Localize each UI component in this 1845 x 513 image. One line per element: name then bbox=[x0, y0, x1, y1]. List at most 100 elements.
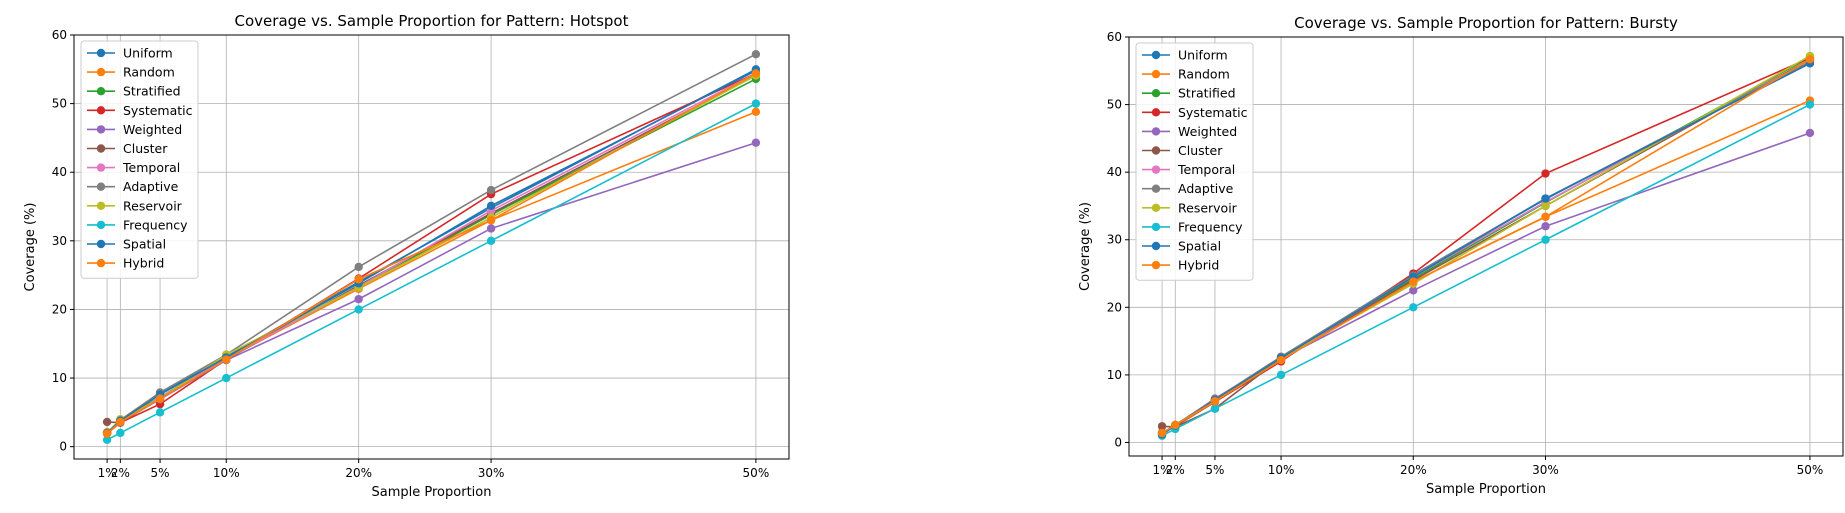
y-tick-label: 30 bbox=[1107, 233, 1122, 247]
x-tick-label: 20% bbox=[1400, 463, 1427, 477]
series-line-adaptive bbox=[106, 53, 757, 434]
x-tick-label: 2% bbox=[111, 466, 130, 480]
point-frequency bbox=[354, 305, 363, 314]
point-frequency bbox=[1541, 235, 1550, 244]
series-group bbox=[102, 50, 761, 444]
y-tick-label: 50 bbox=[52, 97, 67, 111]
legend-swatch-marker bbox=[96, 258, 106, 268]
legend-swatch-marker bbox=[1151, 89, 1161, 98]
point-frequency bbox=[116, 428, 125, 438]
legend-swatch-marker bbox=[1151, 146, 1161, 155]
point-hybrid bbox=[354, 275, 363, 284]
point-frequency bbox=[1276, 370, 1286, 380]
point-hybrid bbox=[1409, 277, 1418, 286]
point-hybrid bbox=[102, 429, 112, 438]
point-hybrid bbox=[751, 69, 761, 78]
point-weighted bbox=[486, 224, 496, 233]
legend-swatch-marker bbox=[96, 201, 106, 210]
series-group bbox=[1157, 51, 1815, 440]
point-adaptive bbox=[354, 262, 363, 272]
point-adaptive bbox=[751, 50, 761, 59]
point-frequency bbox=[155, 408, 165, 417]
legend-swatch-marker bbox=[96, 239, 106, 249]
legend-label: Hybrid bbox=[1178, 258, 1219, 273]
legend-label: Temporal bbox=[122, 160, 180, 175]
legend-label: Random bbox=[1178, 67, 1230, 82]
point-hybrid bbox=[1157, 428, 1167, 438]
legend-swatch-marker bbox=[96, 106, 106, 115]
chart-hotspot: 1%2% 5% 10% 20% 30% 50% 0 10 20 30 40 50 60 Coverage … bbox=[23, 12, 790, 500]
legend-label: Weighted bbox=[1178, 124, 1237, 139]
point-hybrid bbox=[155, 394, 165, 403]
x-ticks: 1%2% 5% 10% 20% 30% 50% bbox=[98, 459, 770, 480]
legend-swatch-marker bbox=[1151, 184, 1161, 193]
x-tick-label: 1% bbox=[98, 466, 117, 480]
point-frequency bbox=[1409, 303, 1418, 312]
legend-label: Cluster bbox=[1178, 143, 1223, 158]
legend-box bbox=[1135, 42, 1254, 281]
legend-swatch-marker bbox=[1151, 222, 1161, 232]
y-tick-label: 0 bbox=[1114, 435, 1122, 449]
point-hybrid bbox=[1541, 212, 1550, 221]
legend-swatch-marker bbox=[96, 125, 106, 134]
point-weighted bbox=[1541, 222, 1550, 231]
legend-swatch-marker bbox=[96, 67, 106, 77]
y-tick-label: 10 bbox=[52, 371, 67, 385]
y-tick-label: 40 bbox=[52, 165, 67, 179]
x-tick-label: 10% bbox=[213, 466, 240, 480]
y-tick-label: 40 bbox=[1107, 165, 1122, 179]
point-frequency bbox=[751, 99, 761, 108]
legend-swatch-marker bbox=[1151, 50, 1161, 60]
legend-label: Uniform bbox=[123, 46, 173, 61]
legend-swatch-marker bbox=[1151, 108, 1161, 117]
y-tick-label: 20 bbox=[1107, 300, 1122, 314]
legend-box bbox=[80, 40, 199, 279]
x-tick-label: 50% bbox=[1797, 463, 1824, 477]
y-tick-label: 60 bbox=[1107, 30, 1122, 44]
point-spatial bbox=[486, 201, 496, 211]
x-tick-label: 20% bbox=[345, 466, 372, 480]
legend-label: Reservoir bbox=[1178, 200, 1238, 215]
x-tick-label: 2% bbox=[1166, 463, 1185, 477]
point-frequency bbox=[1805, 100, 1815, 109]
legend-swatch-marker bbox=[96, 182, 106, 191]
legend-label: Random bbox=[123, 65, 175, 80]
point-cluster bbox=[1157, 422, 1167, 431]
point-random bbox=[751, 107, 761, 117]
chart-title: Coverage vs. Sample Proportion for Patte… bbox=[235, 12, 629, 30]
point-hybrid bbox=[486, 216, 496, 225]
legend-swatch-marker bbox=[96, 144, 106, 153]
legend-swatch-marker bbox=[1151, 165, 1161, 174]
legend-label: Stratified bbox=[1178, 86, 1236, 101]
y-tick-label: 10 bbox=[1107, 368, 1122, 382]
point-adaptive bbox=[486, 185, 496, 195]
y-tick-label: 30 bbox=[52, 234, 67, 248]
point-frequency bbox=[222, 373, 231, 383]
legend-label: Spatial bbox=[1178, 239, 1221, 254]
legend-swatch-marker bbox=[1151, 260, 1161, 270]
x-tick-label: 50% bbox=[743, 466, 770, 480]
y-axis-label: Coverage (%) bbox=[23, 203, 38, 292]
legend: Uniform Random Stratified Systematic Weighte… bbox=[80, 40, 199, 279]
y-ticks: 0 10 20 30 40 50 60 bbox=[52, 28, 74, 454]
legend-swatch-marker bbox=[96, 48, 106, 58]
y-ticks: 0 10 20 30 40 50 60 bbox=[1107, 30, 1129, 449]
legend-label: Cluster bbox=[123, 141, 168, 156]
x-tick-label: 5% bbox=[1205, 463, 1224, 477]
y-tick-label: 0 bbox=[59, 440, 67, 454]
y-tick-label: 20 bbox=[52, 302, 67, 316]
legend-label: Temporal bbox=[1177, 162, 1235, 177]
series-line-frequency bbox=[1161, 103, 1811, 437]
series-line-weighted bbox=[1161, 132, 1811, 435]
legend-swatch-marker bbox=[96, 163, 106, 172]
legend: Uniform Random Stratified Systematic Weighte… bbox=[1135, 42, 1254, 281]
legend-label: Stratified bbox=[123, 84, 181, 99]
point-frequency bbox=[102, 435, 112, 444]
point-weighted bbox=[751, 138, 761, 147]
series-line-hybrid bbox=[106, 72, 757, 435]
legend-label: Systematic bbox=[123, 103, 193, 118]
point-cluster bbox=[102, 417, 112, 427]
point-hybrid bbox=[116, 417, 125, 427]
legend-swatch-marker bbox=[96, 87, 106, 96]
